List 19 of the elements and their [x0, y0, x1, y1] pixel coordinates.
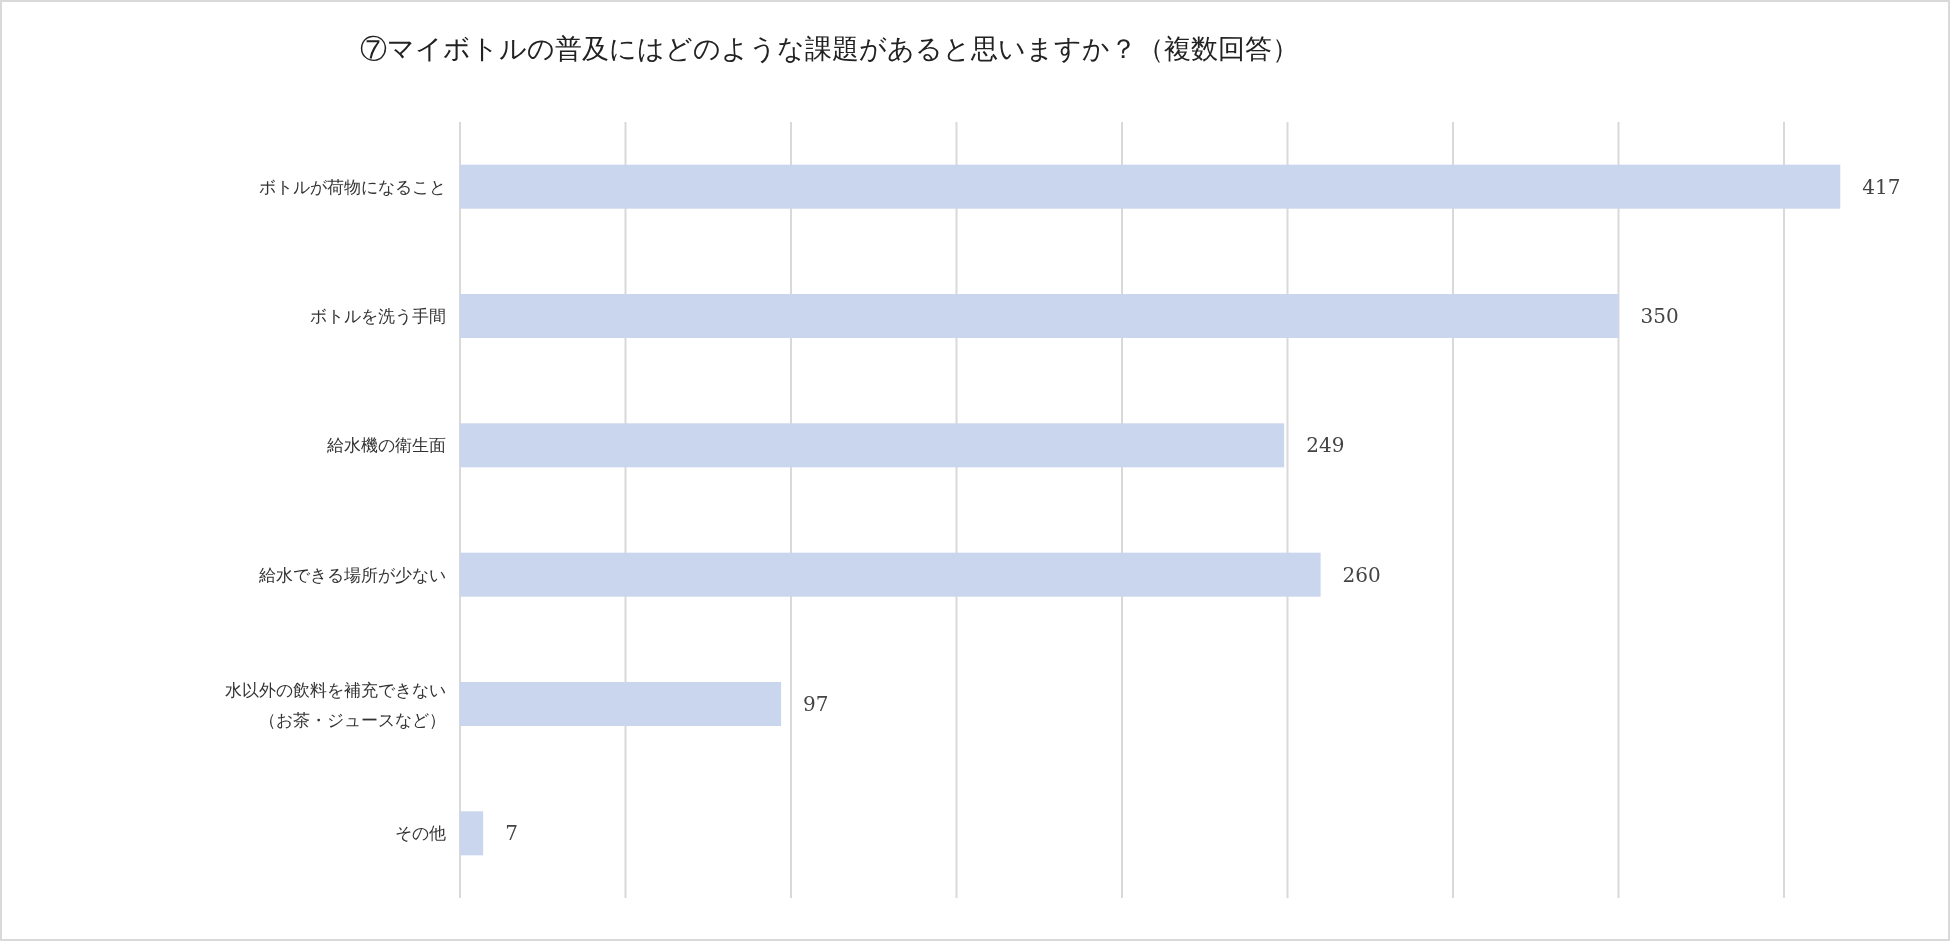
bar — [460, 552, 1321, 597]
y-tick-label: 給水機の衛生面 — [326, 435, 446, 456]
y-tick-label: ボトルが荷物になること — [259, 176, 446, 197]
y-tick-label: 給水できる場所が少ない — [258, 564, 446, 585]
bar — [460, 164, 1841, 209]
data-label: 249 — [1306, 433, 1345, 458]
bar — [460, 811, 484, 856]
bar — [460, 682, 782, 726]
y-tick-label: その他 — [395, 823, 446, 844]
data-label: 260 — [1342, 562, 1381, 587]
data-label: 350 — [1640, 304, 1679, 328]
y-tick-label: 水以外の飲料を補充できない（お茶・ジュースなど） — [225, 680, 446, 730]
chart-title: ⑦マイボトルの普及にはどのような課題があると思いますか？（複数回答） — [360, 33, 1299, 64]
bar — [460, 423, 1285, 468]
data-label: 7 — [505, 821, 518, 846]
bar — [460, 294, 1619, 338]
y-tick-label: ボトルを洗う手間 — [310, 306, 446, 326]
data-label: 417 — [1862, 174, 1901, 199]
data-label: 97 — [803, 692, 829, 716]
